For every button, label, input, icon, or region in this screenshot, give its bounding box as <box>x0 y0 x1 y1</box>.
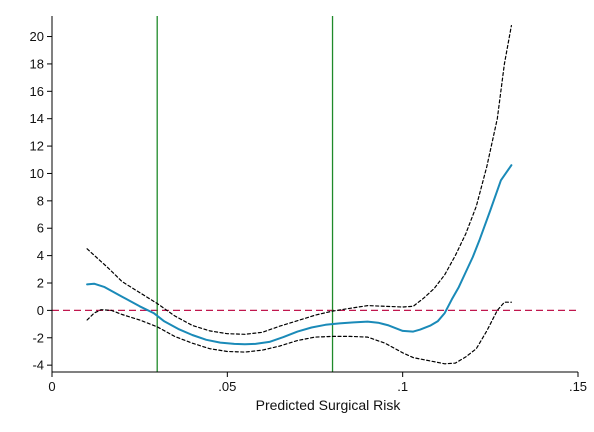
y-tick-label: 16 <box>30 84 44 99</box>
y-tick-label: -4 <box>32 358 44 373</box>
axes: -4 -2 0 2 4 6 8 10 12 14 16 18 20 0 .05 .1 .15 <box>30 16 587 394</box>
y-tick-label: -2 <box>32 330 44 345</box>
series-line-upper-ci <box>86 25 512 335</box>
y-tick-label: 20 <box>30 29 44 44</box>
y-tick-label: 2 <box>37 276 44 291</box>
reference-lines <box>52 16 578 372</box>
y-tick-label: 12 <box>30 139 44 154</box>
series-line-lower-ci <box>86 301 512 365</box>
y-tick-label: 6 <box>37 221 44 236</box>
y-tick-label: 10 <box>30 166 44 181</box>
x-tick-label: .1 <box>397 379 408 394</box>
x-tick-label: .15 <box>569 379 587 394</box>
y-tick-label: 8 <box>37 193 44 208</box>
x-tick-label: 0 <box>48 379 55 394</box>
x-axis-title: Predicted Surgical Risk <box>256 397 402 413</box>
y-tick-label: 18 <box>30 56 44 71</box>
y-tick-label: 0 <box>37 303 44 318</box>
series-layer <box>86 25 513 365</box>
x-tick-label: .05 <box>218 379 236 394</box>
y-tick-label: 4 <box>37 248 44 263</box>
y-tick-label: 14 <box>30 111 44 126</box>
series-line-estimate <box>86 164 513 346</box>
